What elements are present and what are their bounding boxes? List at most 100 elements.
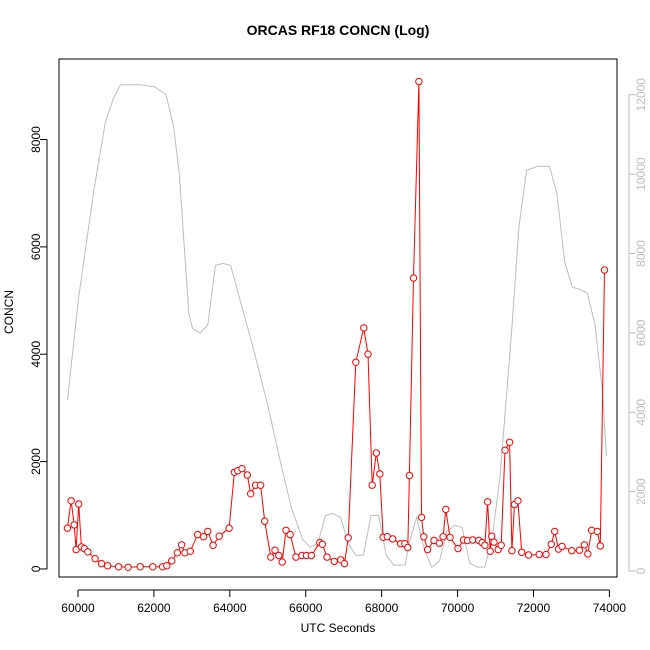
concn-line [66, 81, 605, 568]
data-point [256, 481, 265, 489]
data-point [177, 541, 186, 549]
x-tick-label: 64000 [213, 601, 247, 615]
data-point [575, 546, 584, 554]
data-point [442, 505, 450, 514]
data-point [149, 563, 157, 571]
data-point [490, 538, 498, 546]
y-tick-label: 8000 [29, 126, 43, 153]
data-point [103, 562, 112, 570]
data-point [558, 542, 566, 551]
data-point [360, 324, 368, 332]
y2-tick-label: 8000 [634, 240, 648, 267]
y2-tick-label: 6000 [634, 319, 648, 346]
data-point [282, 526, 290, 534]
series-secondary [66, 84, 607, 568]
data-point [596, 542, 604, 550]
data-point [535, 550, 543, 559]
secondary-line [66, 84, 607, 568]
data-point [542, 550, 550, 559]
data-point [344, 534, 352, 542]
data-point [67, 497, 75, 505]
data-point [469, 536, 477, 544]
data-point [84, 548, 92, 556]
data-point [97, 559, 106, 568]
data-point [435, 539, 444, 547]
plot-frame [58, 58, 618, 578]
data-point [593, 527, 601, 536]
data-point [193, 530, 202, 539]
y-axis-right: 0 2000 4000 6000 8000 10000 12000 [628, 78, 648, 574]
data-point [204, 527, 212, 536]
data-point [75, 500, 83, 508]
data-point [584, 550, 592, 558]
data-point [330, 557, 338, 566]
data-point [551, 527, 559, 536]
data-point [600, 266, 609, 274]
data-point [278, 558, 286, 566]
data-point [323, 553, 331, 561]
data-point [63, 524, 72, 532]
data-point [415, 77, 423, 86]
data-point [91, 555, 99, 563]
x-axis-label: UTC Seconds [301, 621, 376, 635]
data-point [568, 547, 576, 555]
data-point [524, 551, 533, 559]
data-point [497, 541, 505, 549]
data-point [238, 464, 246, 473]
y-axis-label: CONCN [2, 290, 16, 334]
x-tick-label: 68000 [365, 601, 399, 615]
data-point [368, 481, 376, 489]
data-point [261, 517, 269, 525]
data-point [215, 532, 223, 540]
data-point [292, 553, 300, 561]
x-tick-label: 70000 [441, 601, 475, 615]
data-point [247, 490, 255, 498]
x-axis: 60000 62000 64000 66000 68000 70000 72000 74000 [61, 589, 626, 615]
data-point [389, 535, 397, 543]
data-point [481, 541, 489, 549]
data-point [547, 540, 555, 548]
x-tick-label: 62000 [137, 601, 171, 615]
data-point [580, 541, 589, 549]
data-point [163, 562, 171, 570]
y-tick-label: 6000 [29, 233, 43, 260]
data-point [409, 274, 418, 282]
series-primary [63, 77, 609, 571]
data-point [364, 350, 372, 358]
data-point [376, 470, 384, 478]
y-tick-label: 2000 [29, 448, 43, 475]
data-point [186, 547, 195, 555]
x-tick-label: 66000 [289, 601, 323, 615]
data-point [199, 533, 208, 541]
data-point [439, 533, 447, 541]
y2-tick-label: 4000 [634, 399, 648, 426]
data-point [486, 547, 494, 555]
data-point [501, 446, 509, 454]
data-point [286, 530, 294, 539]
data-point [114, 563, 123, 571]
y2-tick-label: 12000 [634, 78, 648, 112]
data-point [514, 497, 522, 505]
data-point [168, 557, 176, 565]
data-point [271, 546, 279, 554]
data-point [340, 559, 349, 568]
data-point [136, 563, 144, 571]
data-point [454, 544, 462, 553]
data-point [518, 548, 526, 556]
data-point [124, 563, 132, 571]
data-point [405, 471, 414, 480]
x-tick-label: 60000 [61, 601, 95, 615]
data-point [275, 551, 283, 560]
data-point [267, 553, 275, 561]
y-tick-label: 4000 [29, 341, 43, 368]
y-tick-label: 0 [29, 565, 43, 572]
x-tick-label: 72000 [517, 601, 551, 615]
data-point [423, 545, 432, 554]
data-point [352, 358, 360, 366]
data-point [372, 449, 380, 457]
y2-tick-label: 2000 [634, 478, 648, 505]
y-axis-left: 0 2000 4000 6000 8000 [29, 126, 48, 572]
data-point [70, 521, 78, 529]
chart-title: ORCAS RF18 CONCN (Log) [247, 22, 430, 38]
